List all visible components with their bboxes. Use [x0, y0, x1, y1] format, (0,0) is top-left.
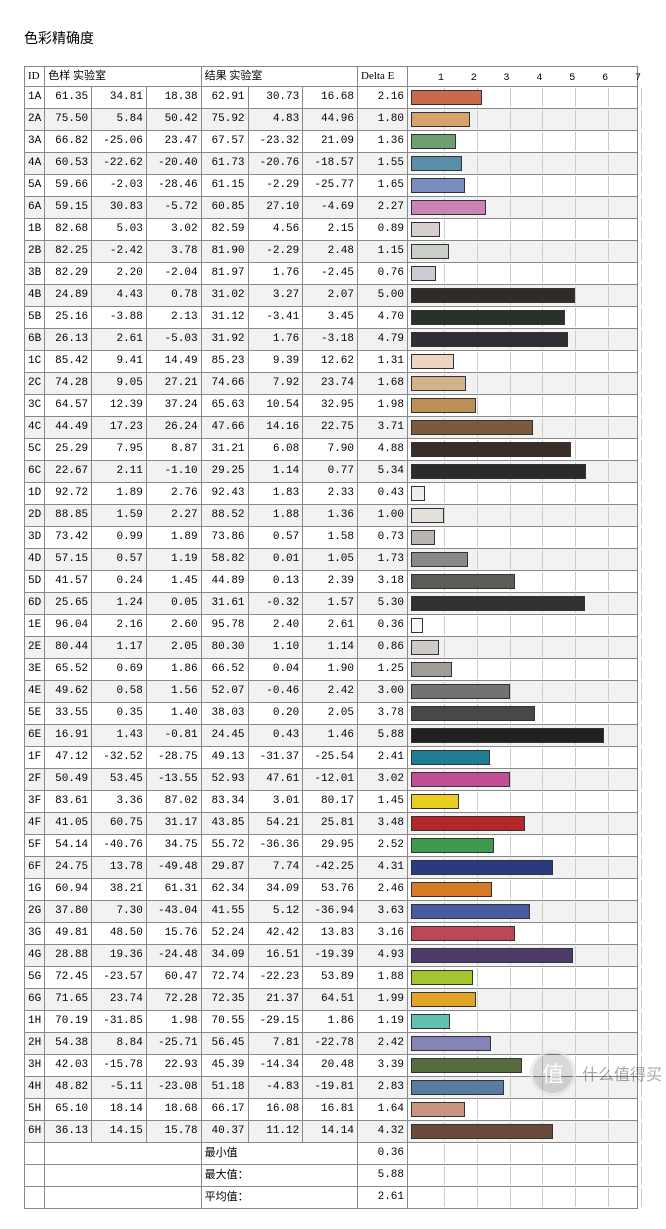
summary-row: 最小值0.36	[25, 1143, 638, 1165]
table-row: 6B 26.13 2.61-5.03 31.92 1.76-3.184.79	[25, 329, 638, 351]
table-row: 3G 49.81 48.50 15.76 52.24 42.42 13.833.…	[25, 923, 638, 945]
watermark-icon: 值	[530, 1050, 576, 1096]
table-row: 6E 16.91 1.43-0.81 24.45 0.43 1.465.88	[25, 725, 638, 747]
color-accuracy-table: ID 色样 实验室 结果 实验室 Delta E 1234567 1A 61.3…	[24, 66, 638, 1209]
table-row: 6F 24.75 13.78-49.48 29.87 7.74-42.254.3…	[25, 857, 638, 879]
col-delta: Delta E	[358, 67, 408, 87]
summary-row: 最大值：5.88	[25, 1165, 638, 1187]
table-row: 2G 37.80 7.30-43.04 41.55 5.12-36.943.63	[25, 901, 638, 923]
table-row: 1B 82.68 5.03 3.02 82.59 4.56 2.150.89	[25, 219, 638, 241]
col-result: 结果 实验室	[201, 67, 357, 87]
table-row: 3A 66.82-25.06 23.47 67.57-23.32 21.091.…	[25, 131, 638, 153]
table-row: 6D 25.65 1.24 0.05 31.61-0.32 1.575.30	[25, 593, 638, 615]
table-row: 6H 36.13 14.15 15.78 40.37 11.12 14.144.…	[25, 1121, 638, 1143]
table-row: 4D 57.15 0.57 1.19 58.82 0.01 1.051.73	[25, 549, 638, 571]
table-row: 5C 25.29 7.95 8.87 31.21 6.08 7.904.88	[25, 439, 638, 461]
table-row: 4G 28.88 19.36-24.48 34.09 16.51-19.394.…	[25, 945, 638, 967]
table-row: 2C 74.28 9.05 27.21 74.66 7.92 23.741.68	[25, 373, 638, 395]
summary-row: 平均值：2.61	[25, 1187, 638, 1209]
table-row: 2F 50.49 53.45-13.55 52.93 47.61-12.013.…	[25, 769, 638, 791]
table-row: 5D 41.57 0.24 1.45 44.89 0.13 2.393.18	[25, 571, 638, 593]
table-row: 1H 70.19-31.85 1.98 70.55-29.15 1.861.19	[25, 1011, 638, 1033]
table-row: 4C 44.49 17.23 26.24 47.66 14.16 22.753.…	[25, 417, 638, 439]
table-row: 6G 71.65 23.74 72.28 72.35 21.37 64.511.…	[25, 989, 638, 1011]
table-row: 3B 82.29 2.20-2.04 81.97 1.76-2.450.76	[25, 263, 638, 285]
table-row: 1D 92.72 1.89 2.76 92.43 1.83 2.330.43	[25, 483, 638, 505]
table-row: 5B 25.16-3.88 2.13 31.12-3.41 3.454.70	[25, 307, 638, 329]
table-row: 5H 65.10 18.14 18.68 66.17 16.08 16.811.…	[25, 1099, 638, 1121]
watermark: 值 什么值得买	[530, 1050, 662, 1096]
table-row: 5F 54.14-40.76 34.75 55.72-36.36 29.952.…	[25, 835, 638, 857]
table-row: 2B 82.25-2.42 3.78 81.90-2.29 2.481.15	[25, 241, 638, 263]
table-row: 2E 80.44 1.17 2.05 80.30 1.10 1.140.86	[25, 637, 638, 659]
table-row: 2A 75.50 5.84 50.42 75.92 4.83 44.961.80	[25, 109, 638, 131]
table-row: 4A 60.53-22.62-20.40 61.73-20.76-18.571.…	[25, 153, 638, 175]
table-row: 4E 49.62 0.58 1.56 52.07-0.46 2.423.00	[25, 681, 638, 703]
table-row: 3D 73.42 0.99 1.89 73.86 0.57 1.580.73	[25, 527, 638, 549]
col-chart: 1234567	[408, 67, 638, 87]
table-row: 6A 59.15 30.83-5.72 60.85 27.10-4.692.27	[25, 197, 638, 219]
table-row: 3E 65.52 0.69 1.86 66.52 0.04 1.901.25	[25, 659, 638, 681]
table-row: 5G 72.45-23.57 60.47 72.74-22.23 53.891.…	[25, 967, 638, 989]
table-row: 5A 59.66-2.03-28.46 61.15-2.29-25.771.65	[25, 175, 638, 197]
table-row: 1G 60.94 38.21 61.31 62.34 34.09 53.762.…	[25, 879, 638, 901]
table-row: 4F 41.05 60.75 31.17 43.85 54.21 25.813.…	[25, 813, 638, 835]
table-row: 6C 22.67 2.11-1.10 29.25 1.14 0.775.34	[25, 461, 638, 483]
table-row: 1E 96.04 2.16 2.60 95.78 2.40 2.610.36	[25, 615, 638, 637]
page-title: 色彩精确度	[24, 28, 642, 48]
table-row: 3F 83.61 3.36 87.02 83.34 3.01 80.171.45	[25, 791, 638, 813]
table-row: 5E 33.55 0.35 1.40 38.03 0.20 2.053.78	[25, 703, 638, 725]
table-row: 2D 88.85 1.59 2.27 88.52 1.88 1.361.00	[25, 505, 638, 527]
col-sample: 色样 实验室	[45, 67, 201, 87]
watermark-text: 什么值得买	[582, 1061, 662, 1085]
table-row: 4B 24.89 4.43 0.78 31.02 3.27 2.075.00	[25, 285, 638, 307]
table-row: 1C 85.42 9.41 14.49 85.23 9.39 12.621.31	[25, 351, 638, 373]
col-id: ID	[25, 67, 45, 87]
table-row: 1F 47.12-32.52-28.75 49.13-31.37-25.542.…	[25, 747, 638, 769]
table-row: 1A 61.35 34.81 18.38 62.91 30.73 16.682.…	[25, 87, 638, 109]
table-row: 3C 64.57 12.39 37.24 65.63 10.54 32.951.…	[25, 395, 638, 417]
